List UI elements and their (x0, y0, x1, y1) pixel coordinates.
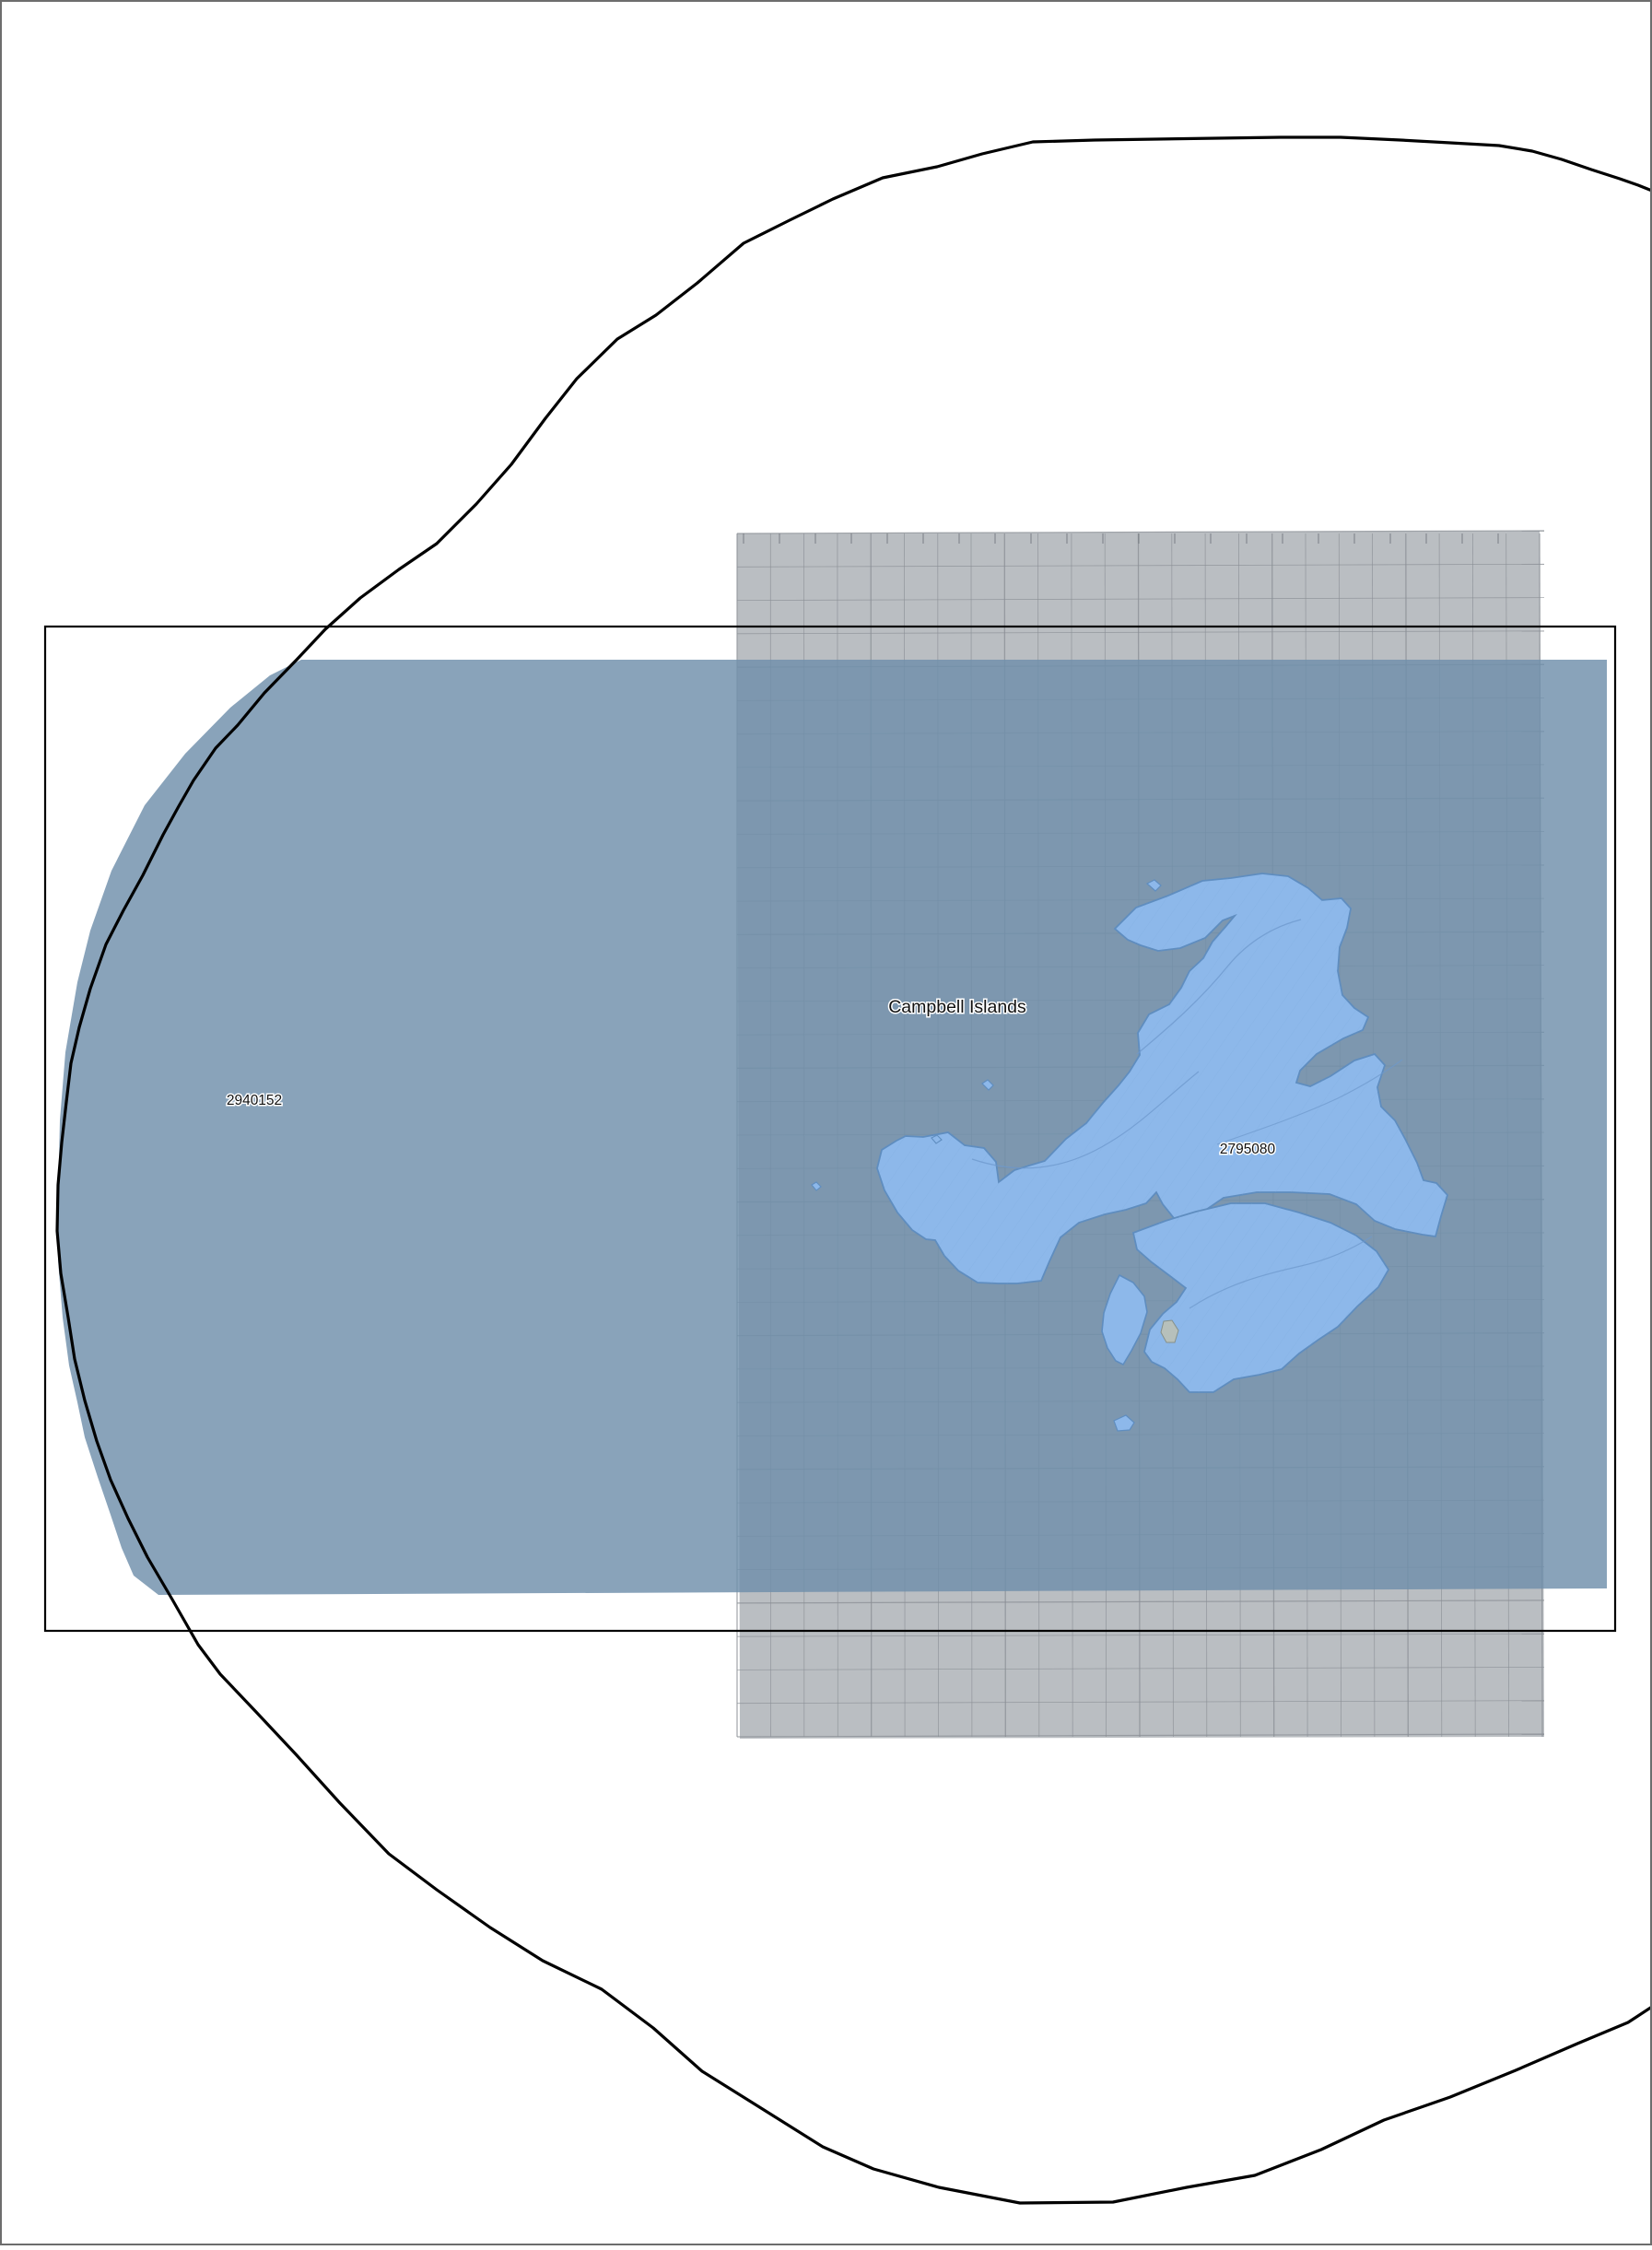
feature-id-label-center: 2795080 (1220, 1142, 1276, 1157)
region-name-label: Campbell Islands (888, 997, 1026, 1017)
feature-id-label-left: 2940152 (227, 1093, 282, 1108)
